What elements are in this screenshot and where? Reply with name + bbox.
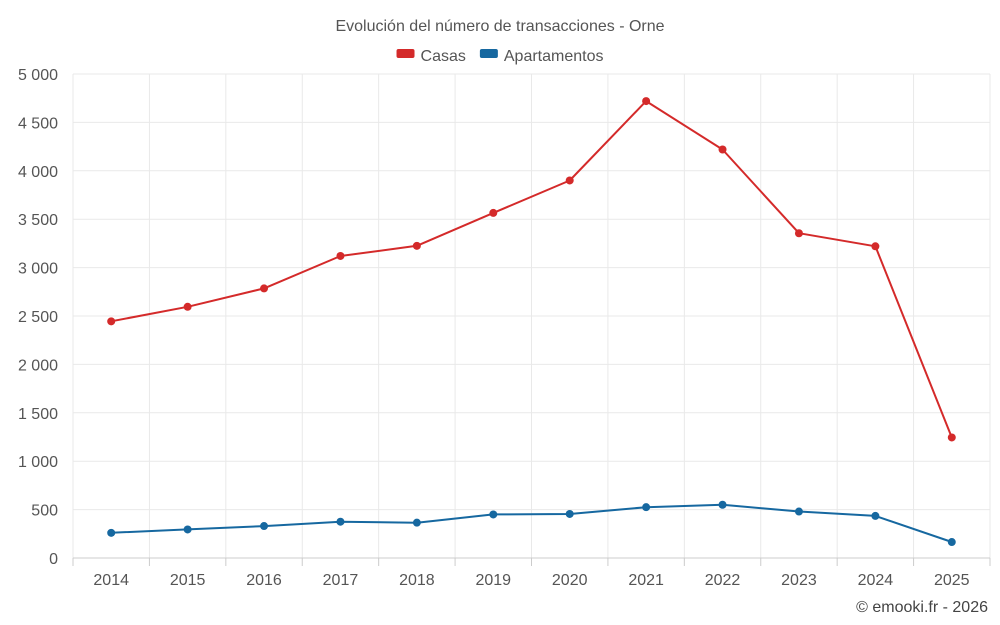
x-tick-label: 2014 — [93, 572, 129, 589]
data-point[interactable] — [947, 433, 956, 442]
legend-label: Apartamentos — [504, 48, 604, 65]
y-tick-label: 500 — [31, 503, 58, 520]
legend-item-apartamentos[interactable]: Apartamentos — [479, 48, 604, 65]
x-tick-label: 2022 — [705, 572, 741, 589]
x-tick-label: 2016 — [246, 572, 282, 589]
y-tick-label: 3 000 — [18, 261, 58, 278]
y-tick-label: 0 — [49, 551, 58, 568]
series-line — [111, 503, 953, 543]
data-point[interactable] — [871, 511, 880, 520]
data-point[interactable] — [947, 538, 956, 547]
data-point[interactable] — [107, 317, 116, 326]
data-point[interactable] — [183, 525, 192, 534]
y-tick-label: 5 000 — [18, 67, 58, 84]
series-line — [111, 100, 953, 438]
data-point[interactable] — [412, 518, 421, 527]
data-point[interactable] — [565, 509, 574, 518]
x-tick-label: 2021 — [628, 572, 664, 589]
legend-item-casas[interactable]: Casas — [396, 48, 466, 65]
data-point[interactable] — [871, 242, 880, 251]
y-tick-label: 3 500 — [18, 212, 58, 229]
data-point[interactable] — [412, 241, 421, 250]
x-tick-label: 2025 — [934, 572, 970, 589]
data-point[interactable] — [642, 97, 651, 106]
legend: Casas Apartamentos — [396, 48, 604, 65]
series-apartamentos — [107, 500, 956, 547]
y-axis: 0 500 1 000 1 500 2 000 2 500 3 000 3 500 4 000 4… — [18, 67, 58, 568]
data-point[interactable] — [336, 517, 345, 526]
data-point[interactable] — [794, 507, 803, 516]
y-tick-label: 2 000 — [18, 357, 58, 374]
x-tick-label: 2018 — [399, 572, 435, 589]
x-tick-label: 2019 — [475, 572, 511, 589]
data-point[interactable] — [489, 510, 498, 519]
x-axis: 2014 2015 2016 2017 2018 2019 2020 2021 2022 2023… — [72, 557, 991, 589]
y-tick-label: 2 500 — [18, 309, 58, 326]
legend-swatch — [479, 49, 498, 58]
gridlines — [72, 73, 991, 558]
data-point[interactable] — [718, 145, 727, 154]
data-point[interactable] — [260, 284, 269, 293]
legend-swatch — [396, 49, 415, 58]
legend-label: Casas — [421, 48, 466, 65]
data-point[interactable] — [107, 528, 116, 537]
y-tick-label: 4 000 — [18, 164, 58, 181]
data-point[interactable] — [183, 302, 192, 311]
y-tick-label: 4 500 — [18, 115, 58, 132]
data-point[interactable] — [794, 229, 803, 238]
data-point[interactable] — [489, 208, 498, 217]
y-tick-label: 1 000 — [18, 454, 58, 471]
data-point[interactable] — [642, 503, 651, 512]
x-tick-label: 2015 — [170, 572, 206, 589]
data-point[interactable] — [260, 522, 269, 531]
data-point[interactable] — [565, 176, 574, 185]
chart-title: Evolución del número de transacciones - … — [335, 18, 664, 35]
x-tick-label: 2024 — [858, 572, 894, 589]
series-layer — [107, 97, 956, 547]
series-casas — [107, 97, 956, 442]
data-point[interactable] — [336, 251, 345, 260]
x-tick-label: 2017 — [323, 572, 359, 589]
y-tick-label: 1 500 — [18, 406, 58, 423]
copyright-notice: © emooki.fr - 2026 — [856, 599, 988, 616]
x-tick-label: 2023 — [781, 572, 817, 589]
data-point[interactable] — [718, 500, 727, 509]
x-tick-label: 2020 — [552, 572, 588, 589]
